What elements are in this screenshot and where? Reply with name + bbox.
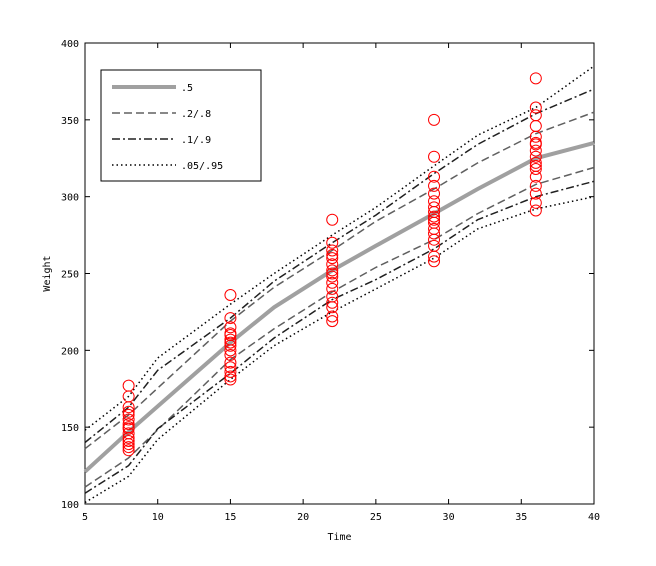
scatter-point xyxy=(122,444,135,457)
scatter-point xyxy=(326,213,339,226)
scatter-point xyxy=(529,159,542,172)
y-axis-label: Weight xyxy=(42,255,53,291)
scatter-point xyxy=(529,204,542,217)
scatter-point xyxy=(224,344,237,357)
series-line-lower xyxy=(84,166,595,488)
scatter-point xyxy=(224,336,237,349)
x-tick-label: 35 xyxy=(515,512,527,523)
scatter-point xyxy=(326,249,339,262)
scatter-point xyxy=(428,187,441,200)
legend-label: .2/.8 xyxy=(181,109,211,120)
scatter-point xyxy=(122,401,135,414)
scatter-point xyxy=(326,244,339,257)
scatter-point xyxy=(326,310,339,323)
scatter-point xyxy=(529,144,542,157)
scatter-point xyxy=(428,170,441,183)
scatter-point xyxy=(529,136,542,149)
scatter-point xyxy=(326,252,339,265)
scatter-point xyxy=(326,267,339,280)
scatter-point xyxy=(529,196,542,209)
scatter-point xyxy=(428,250,441,263)
scatter-point xyxy=(122,413,135,426)
scatter-point xyxy=(122,434,135,447)
ticks: 5 10 15 20 25 30 35 40 100 150 200 250 300 350 400 xyxy=(61,39,600,523)
scatter-point xyxy=(122,405,135,418)
scatter-point xyxy=(224,356,237,369)
legend-label: .1/.9 xyxy=(181,135,211,146)
y-tick-label: 150 xyxy=(61,423,79,434)
scatter-point xyxy=(428,233,441,246)
scatter-point xyxy=(529,163,542,176)
x-tick-label: 5 xyxy=(82,512,88,523)
series-line-upper xyxy=(84,111,595,450)
scatter-point xyxy=(428,201,441,214)
scatter-point xyxy=(428,195,441,208)
x-tick-label: 25 xyxy=(370,512,382,523)
scatter-point xyxy=(529,72,542,85)
scatter-point xyxy=(428,213,441,226)
x-tick-label: 15 xyxy=(224,512,236,523)
x-tick-label: 30 xyxy=(443,512,455,523)
scatter-point xyxy=(428,227,441,240)
legend-label: .5 xyxy=(181,83,193,94)
scatter-point xyxy=(326,315,339,328)
x-axis-label: Time xyxy=(327,532,351,543)
legend-label: .05/.95 xyxy=(181,161,223,172)
scatter-point xyxy=(326,258,339,271)
scatter-point xyxy=(326,264,339,277)
scatter-point xyxy=(326,301,339,314)
scatter-point xyxy=(122,441,135,454)
scatter-point xyxy=(224,312,237,325)
scatter-point xyxy=(122,418,135,431)
scatter-point xyxy=(428,150,441,163)
y-tick-label: 200 xyxy=(61,346,79,357)
scatter-point xyxy=(326,296,339,309)
scatter-point xyxy=(428,255,441,268)
y-tick-label: 100 xyxy=(61,500,79,511)
scatter-point xyxy=(529,150,542,163)
scatter-point xyxy=(326,270,339,283)
scatter-point xyxy=(224,370,237,383)
scatter-point xyxy=(122,408,135,421)
scatter-point xyxy=(224,373,237,386)
scatter-point xyxy=(428,210,441,223)
x-tick-label: 10 xyxy=(152,512,164,523)
y-tick-label: 250 xyxy=(61,270,79,281)
scatter-point xyxy=(224,289,237,302)
series-line-upper xyxy=(84,88,595,444)
scatter-point xyxy=(224,328,237,341)
y-tick-label: 300 xyxy=(61,193,79,204)
scatter-point xyxy=(428,216,441,229)
scatter-point xyxy=(529,156,542,169)
scatter-point xyxy=(224,365,237,378)
scatter-point xyxy=(122,438,135,451)
y-tick-label: 350 xyxy=(61,116,79,127)
y-tick-label: 400 xyxy=(61,39,79,50)
x-tick-label: 20 xyxy=(297,512,309,523)
scatter-point xyxy=(529,101,542,114)
scatter-point xyxy=(529,187,542,200)
scatter-point xyxy=(224,348,237,361)
scatter-point xyxy=(529,119,542,132)
scatter-point xyxy=(428,179,441,192)
scatter-point xyxy=(122,379,135,392)
scatter-point xyxy=(224,321,237,334)
series-lines xyxy=(83,65,595,504)
x-tick-label: 40 xyxy=(588,512,600,523)
scatter-point xyxy=(326,282,339,295)
scatter-points xyxy=(122,72,542,457)
scatter-point xyxy=(529,179,542,192)
scatter-point xyxy=(529,130,542,143)
scatter-point xyxy=(428,113,441,126)
scatter-point xyxy=(326,276,339,289)
scatter-point xyxy=(224,361,237,374)
scatter-point xyxy=(122,421,135,434)
series-line-lower xyxy=(84,195,595,504)
series-line-lower xyxy=(84,180,595,494)
scatter-point xyxy=(326,236,339,249)
legend: .5 .2/.8 .1/.9 .05/.95 xyxy=(100,69,262,182)
series-line-median xyxy=(83,140,595,474)
